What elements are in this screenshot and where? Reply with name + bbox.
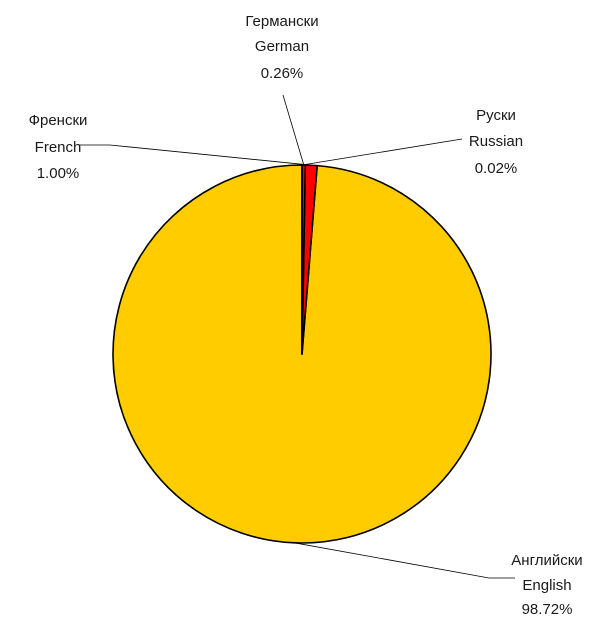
label-german-en: German (255, 38, 309, 55)
leader-german (282, 94, 305, 166)
label-french-en: French (35, 139, 82, 156)
label-french-percent: 1.00% (37, 165, 80, 182)
pie-slices (112, 164, 492, 544)
label-russian: Руски Russian 0.02% (469, 107, 523, 177)
label-russian-en: Russian (469, 133, 523, 150)
leader-english (294, 542, 515, 579)
label-russian-percent: 0.02% (475, 160, 518, 177)
label-german-percent: 0.26% (261, 65, 304, 82)
label-english-percent: 98.72% (522, 601, 573, 618)
label-english-bg: Английски (511, 552, 582, 569)
label-german: Германски German 0.26% (245, 13, 318, 82)
label-russian-bg: Руски (476, 107, 516, 124)
label-french: Френски French 1.00% (29, 112, 88, 182)
label-english: Английски English 98.72% (511, 552, 582, 618)
leader-french (80, 144, 312, 166)
leader-russian (302, 138, 463, 166)
leader-lines (80, 94, 515, 579)
label-french-bg: Френски (29, 112, 88, 129)
label-german-bg: Германски (245, 13, 318, 30)
label-english-en: English (522, 577, 571, 594)
